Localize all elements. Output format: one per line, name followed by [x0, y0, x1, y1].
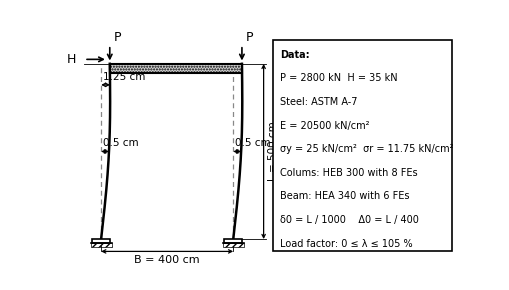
- Text: 1.25 cm: 1.25 cm: [103, 72, 146, 81]
- Text: Steel: ASTM A-7: Steel: ASTM A-7: [280, 97, 357, 107]
- Text: E = 20500 kN/cm²: E = 20500 kN/cm²: [280, 121, 370, 131]
- Text: P: P: [246, 31, 253, 44]
- Bar: [91, 243, 111, 247]
- Text: P: P: [114, 31, 121, 44]
- Text: Data:: Data:: [280, 50, 309, 60]
- Text: 0.5 cm: 0.5 cm: [103, 138, 138, 148]
- Bar: [224, 239, 242, 243]
- Bar: [223, 243, 244, 247]
- Text: Beam: HEA 340 with 6 FEs: Beam: HEA 340 with 6 FEs: [280, 191, 409, 202]
- Text: B = 400 cm: B = 400 cm: [134, 255, 200, 265]
- Text: 0.5 cm: 0.5 cm: [235, 138, 270, 148]
- Bar: [92, 239, 110, 243]
- Text: Colums: HEB 300 with 8 FEs: Colums: HEB 300 with 8 FEs: [280, 168, 417, 178]
- Bar: [273, 40, 452, 251]
- Text: L = 500 cm: L = 500 cm: [268, 122, 278, 181]
- Text: δ0 = L / 1000    Δ0 = L / 400: δ0 = L / 1000 Δ0 = L / 400: [280, 215, 419, 225]
- Text: σy = 25 kN/cm²  σr = 11.75 kN/cm²: σy = 25 kN/cm² σr = 11.75 kN/cm²: [280, 144, 454, 154]
- Bar: [110, 64, 242, 73]
- Text: H: H: [67, 53, 76, 66]
- Text: Load factor: 0 ≤ λ ≤ 105 %: Load factor: 0 ≤ λ ≤ 105 %: [280, 239, 412, 249]
- Text: P = 2800 kN  H = 35 kN: P = 2800 kN H = 35 kN: [280, 73, 398, 84]
